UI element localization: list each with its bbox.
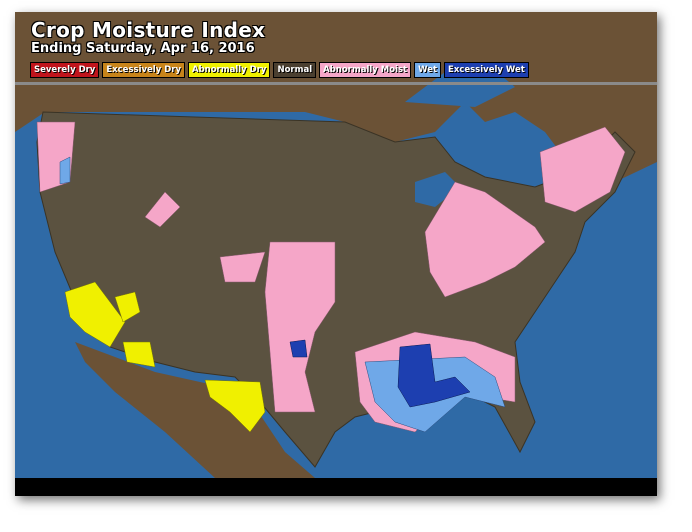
excessively-wet-areas (289, 339, 471, 408)
legend-abnormally-dry: Abnormally Dry (188, 62, 271, 78)
legend-excessively-wet: Excessively Wet (444, 62, 529, 78)
canada-land (15, 12, 657, 182)
map-title: Crop Moisture Index (31, 18, 266, 42)
legend-normal: Normal (273, 62, 317, 78)
legend-severely-dry: Severely Dry (30, 62, 100, 78)
lake-superior (415, 172, 460, 207)
map-subtitle: Ending Saturday, Apr 16, 2016 (31, 41, 255, 56)
abnormally-dry-areas (64, 281, 266, 433)
header-divider (15, 82, 657, 85)
legend-abnormally-moist: Abnormally Moist (319, 62, 412, 78)
legend-wet: Wet (414, 62, 442, 78)
map-frame: Crop Moisture Index Ending Saturday, Apr… (15, 12, 657, 496)
legend-excessively-dry: Excessively Dry (102, 62, 185, 78)
bottom-bar (15, 478, 657, 496)
legend: Severely Dry Excessively Dry Abnormally … (30, 62, 529, 78)
mexico-land (75, 342, 315, 478)
crop-moisture-map (15, 12, 657, 496)
